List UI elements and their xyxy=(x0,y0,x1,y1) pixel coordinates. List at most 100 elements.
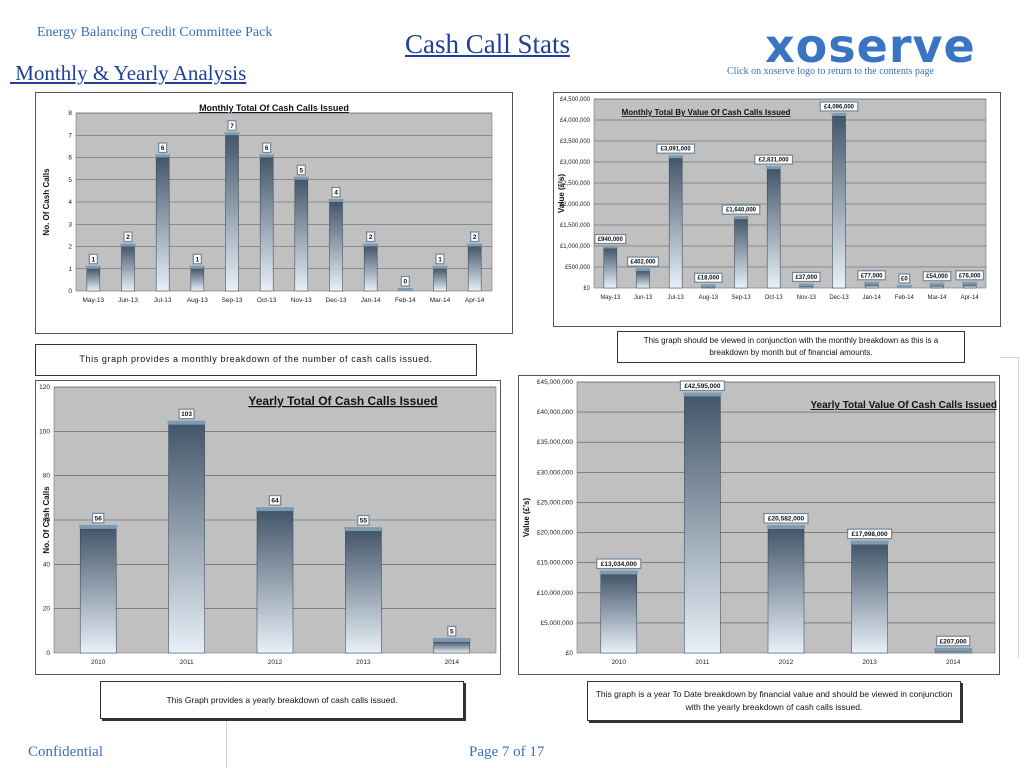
bar-cap xyxy=(79,524,118,529)
y-tick-label: £20,000,000 xyxy=(537,530,574,537)
bar-cap xyxy=(155,154,171,158)
x-tick-label: Jan-14 xyxy=(361,297,381,304)
data-label-box xyxy=(435,253,445,265)
footer-confidential: Confidential xyxy=(28,744,103,760)
x-tick-label: Oct-13 xyxy=(765,295,784,301)
data-label-box xyxy=(594,233,627,245)
bar xyxy=(930,285,944,289)
note-yearly-count: This Graph provides a yearly breakdown o… xyxy=(100,681,464,719)
x-tick-label: Jun-13 xyxy=(634,295,653,301)
y-tick-label: 1 xyxy=(68,266,72,273)
x-tick-label: Aug-13 xyxy=(187,297,208,304)
bar xyxy=(294,179,309,292)
x-tick-label: Oct-13 xyxy=(257,297,277,304)
x-tick-label: Mar-14 xyxy=(430,297,451,304)
data-label: £2,831,000 xyxy=(759,158,790,164)
y-tick-label: £45,000,000 xyxy=(537,379,574,386)
y-tick-label: 20 xyxy=(43,606,51,613)
data-label-box xyxy=(955,270,985,281)
bar xyxy=(851,544,888,654)
decorative-line xyxy=(1018,358,1019,658)
chart-title: Yearly Total Value Of Cash Calls Issued xyxy=(810,400,997,411)
bar-cap xyxy=(850,540,889,545)
x-tick-label: Jul-13 xyxy=(667,295,684,301)
data-label-box xyxy=(656,143,696,154)
data-label: £940,000 xyxy=(598,237,624,243)
y-tick-label: 8 xyxy=(68,110,72,117)
x-tick-label: Dec-13 xyxy=(326,297,347,304)
bar xyxy=(603,248,618,289)
bar-cap xyxy=(224,132,240,136)
x-tick-label: Mar-14 xyxy=(927,295,947,301)
data-label: £3,091,000 xyxy=(661,147,692,153)
y-tick-label: 4 xyxy=(68,199,72,206)
data-label: 64 xyxy=(271,498,279,505)
x-tick-label: Feb-14 xyxy=(395,297,416,304)
data-label: £37,000 xyxy=(795,275,817,281)
y-tick-label: £5,000,000 xyxy=(540,620,573,627)
x-tick-label: Jul-13 xyxy=(154,297,172,304)
y-tick-label: £25,000,000 xyxy=(537,499,574,506)
x-tick-label: Aug-13 xyxy=(699,295,719,301)
y-tick-label: £3,500,000 xyxy=(560,139,591,145)
bar-cap xyxy=(700,284,716,288)
y-tick-label: £1,000,000 xyxy=(560,244,591,250)
bar xyxy=(256,510,294,654)
y-tick-label: 3 xyxy=(68,221,72,228)
data-label: £0 xyxy=(901,277,908,283)
xoserve-logo[interactable]: xoserve xyxy=(765,19,1005,73)
bar-cap xyxy=(929,282,945,286)
data-label-box xyxy=(626,256,660,267)
bar-cap xyxy=(599,570,638,575)
decorative-line xyxy=(226,680,227,768)
data-label: 56 xyxy=(95,515,103,522)
pack-title: Energy Balancing Credit Committee Pack xyxy=(37,25,273,40)
y-tick-label: 100 xyxy=(39,428,50,435)
x-tick-label: Apr-14 xyxy=(465,297,485,304)
data-label-box xyxy=(331,186,341,198)
y-tick-label: 120 xyxy=(39,384,50,391)
data-label: 1 xyxy=(438,256,442,263)
y-tick-label: £2,000,000 xyxy=(560,202,591,208)
data-label-box xyxy=(91,512,105,524)
bar xyxy=(684,396,721,654)
data-label-box xyxy=(366,231,376,243)
x-tick-label: May-13 xyxy=(600,295,621,301)
chart-yearly-value-svg: £0 £5,000,000 £10,000,000 £15,000,000 £20,00… xyxy=(522,379,997,666)
bar-cap xyxy=(934,647,973,652)
data-label: £402,000 xyxy=(630,260,656,266)
y-tick-label: £0 xyxy=(566,650,574,657)
data-label-box xyxy=(857,270,887,281)
data-label: 2 xyxy=(473,234,477,241)
data-label-box xyxy=(754,154,794,165)
y-tick-label: 80 xyxy=(43,473,51,480)
data-label-box xyxy=(721,204,761,215)
data-label-box xyxy=(936,635,971,647)
data-label: 2 xyxy=(126,234,130,241)
x-tick-label: Nov-13 xyxy=(797,295,817,301)
bar-cap xyxy=(683,392,722,397)
y-tick-label: £10,000,000 xyxy=(537,590,574,597)
bar xyxy=(832,115,846,289)
y-axis-label: Value (£'s) xyxy=(522,498,531,538)
page-title: Cash Call Stats xyxy=(405,29,571,59)
bar-cap xyxy=(831,112,847,116)
x-tick-label: Dec-13 xyxy=(829,295,849,301)
bar xyxy=(329,201,343,292)
data-label: 0 xyxy=(404,279,408,286)
x-tick-label: 2012 xyxy=(779,659,794,666)
bar-cap xyxy=(896,285,912,288)
y-tick-label: £15,000,000 xyxy=(537,560,574,567)
y-tick-label: £4,500,000 xyxy=(560,97,591,103)
y-axis-label: No. Of Cash Calls xyxy=(42,486,51,554)
bar xyxy=(259,157,274,292)
data-label-box xyxy=(447,625,457,637)
bar xyxy=(668,157,683,289)
data-label-box xyxy=(296,164,306,176)
data-label-box xyxy=(846,528,893,540)
y-tick-label: £4,000,000 xyxy=(560,118,591,124)
bar-cap xyxy=(85,265,101,269)
bar xyxy=(734,218,748,289)
chart-title: Monthly Total Of Cash Calls Issued xyxy=(199,103,349,113)
data-label: 1 xyxy=(196,256,200,263)
